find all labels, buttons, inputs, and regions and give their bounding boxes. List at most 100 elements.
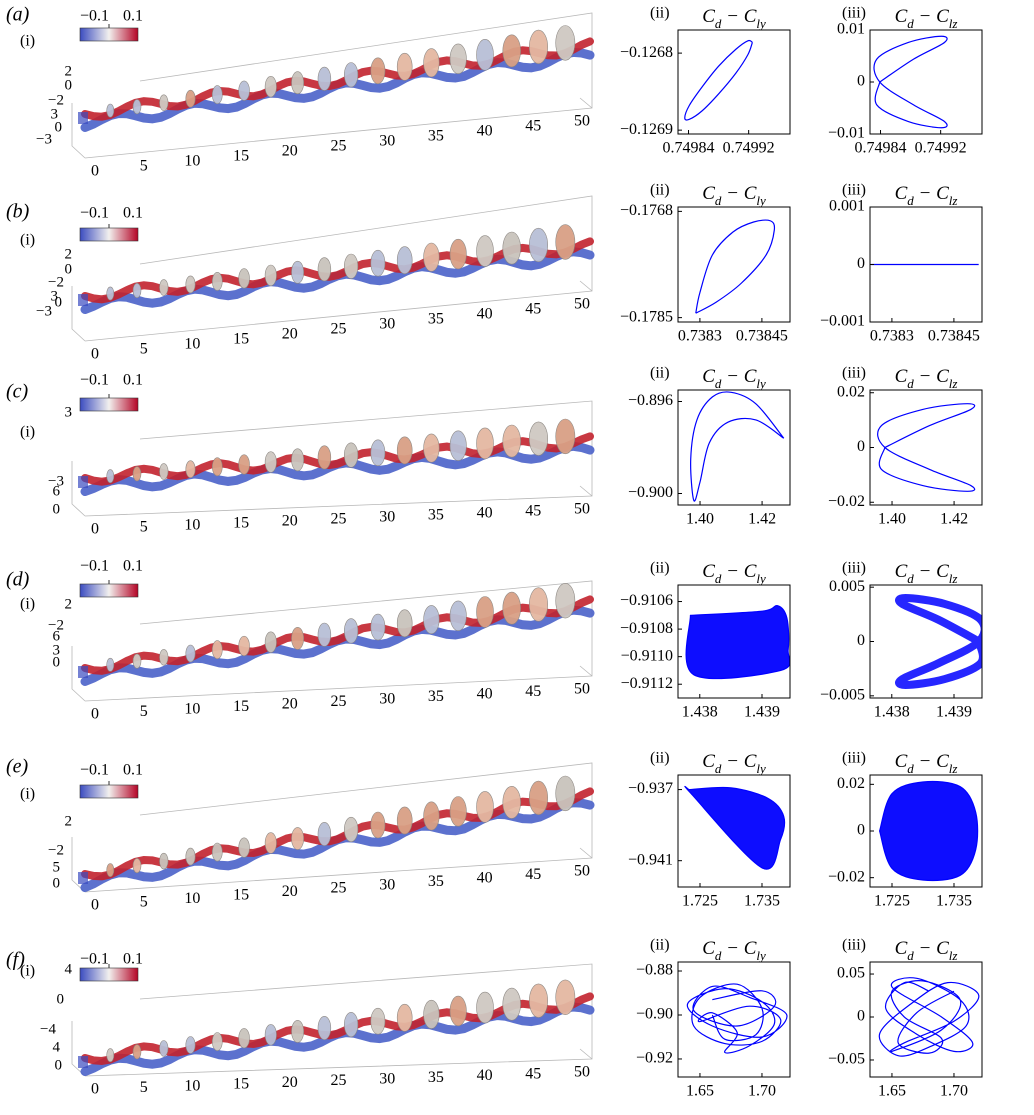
x-tick-label: 15 [233,331,249,348]
colorbar-tick: 0.1 [123,372,143,389]
title-part: C [702,6,715,27]
title-part: − C [914,6,949,27]
x-tick-label: 20 [282,1074,298,1091]
vortex-ring [528,421,548,456]
x-tick-label: 0.7383 [870,328,914,345]
vortex-ring [476,991,494,1024]
vortex-ring [555,582,576,619]
title-part: d [907,193,914,208]
y-tick-label: 0.05 [837,965,865,982]
vortex-ring [106,469,115,484]
side-tick-label: 4 [65,961,73,977]
title-part: lz [949,193,958,208]
plot-title: Cd − Clz [895,938,958,963]
vortex-ring [344,62,359,88]
phase-plot: (iii) Cd − Clz 0.74984 0.74992 −0.01 0 0.01 [828,5,983,157]
vortex-ring [238,635,250,657]
side-tick-label: −2 [48,274,64,290]
x-tick-label: 50 [574,1064,590,1081]
x-tick-label: 1.70 [748,1083,776,1100]
x-tick-label: 1.40 [686,511,714,528]
title-part: C [895,938,908,959]
phase-curve [690,391,785,502]
y-tick-label: −0.1268 [620,44,673,61]
title-part: C [895,751,908,772]
x-tick-label: 5 [140,519,148,536]
x-tick-label: 35 [428,1069,444,1086]
side-tick-label: −2 [48,842,64,858]
vortex-ring [370,57,386,85]
x-tick-label: 50 [574,863,590,880]
x-tick-label: 50 [574,296,590,313]
vortex-ring [423,48,440,78]
plot-title: Cd − Cly [702,183,766,208]
title-part: d [715,193,722,208]
plot-title: Cd − Cly [702,938,766,963]
title-part: lz [949,376,958,391]
panel-3d: (b)(i)−0.1 0.10 5 10 15 20 25 30 35 40 45 5020−230−… [6,195,595,363]
phase-curve [684,39,753,121]
y-tick-label: −0.9106 [620,592,673,609]
x-tick-label: 25 [331,138,347,155]
vortex-ring [423,242,440,272]
y-tick-label: −0.1785 [620,308,673,325]
side-tick-label: −3 [36,131,52,147]
side-tick-label: 4 [53,1039,61,1055]
vortex-ring [317,1015,332,1040]
vortex-ring [344,253,359,279]
title-part: d [907,571,914,586]
y-tick-label: −0.02 [828,493,865,510]
x-tick-label: 1.439 [744,704,780,721]
y-tick-label: 0 [857,1008,865,1025]
y-tick-label: 0.02 [837,383,865,400]
x-tick-label: 1.70 [940,1083,968,1100]
phase-plot: (iii) Cd − Clz 1.65 1.70 −0.05 0 0.05 [828,937,983,1100]
plot-area [695,219,776,314]
y-tick-label: −0.900 [628,484,673,501]
plot-title: Cd − Cly [702,751,766,776]
vortex-ring [449,995,467,1027]
vortex-ring [396,806,413,835]
x-tick-label: 1.438 [874,704,910,721]
vortex-ring [291,448,304,472]
vortex-ring [528,983,548,1018]
title-part: − C [721,366,756,387]
y-tick-label: −0.005 [820,686,865,703]
phase-plot: (ii) Cd − Cly 1.65 1.70 −0.88 −0.90 −0.92 [636,937,791,1100]
plot-label: (ii) [650,5,670,22]
x-tick-label: 0 [91,706,99,723]
colorbar-tick: 0.1 [123,762,143,779]
vortex-ring [238,268,250,289]
x-tick-label: 0 [91,897,99,914]
vortex-ring [449,796,467,827]
side-tick-label: 0 [53,875,61,891]
plot-label: (ii) [650,750,670,767]
side-tick-label: 3 [51,106,59,122]
x-tick-label: 45 [525,503,541,520]
x-tick-label: 1.40 [878,511,906,528]
phase-curve [686,983,788,1054]
y-tick-label: 0 [857,255,865,272]
phase-curve [873,35,948,129]
x-tick-label: 10 [184,890,200,907]
colorbar-tick: −0.1 [80,205,109,222]
plot-label: (iii) [842,5,866,22]
side-tick-label: 2 [65,596,73,612]
phase-plot: (ii) Cd − Cly 0.74984 0.74992 −0.1268 −0.1269 [620,5,791,157]
side-tick-label: −2 [48,92,64,108]
colorbar-tick: 0.1 [123,205,143,222]
side-tick-label: 0 [55,1057,63,1073]
title-part: − C [721,938,756,959]
x-tick-label: 1.42 [748,511,776,528]
plot-label: (iii) [842,937,866,954]
title-part: C [895,6,908,27]
plot-title: Cd − Clz [895,366,958,391]
x-tick-label: 0.73845 [928,328,980,345]
plot-frame [869,389,983,506]
plot-area [690,391,785,502]
title-part: C [702,751,715,772]
x-tick-label: 0.74984 [855,140,907,157]
title-part: d [715,571,722,586]
